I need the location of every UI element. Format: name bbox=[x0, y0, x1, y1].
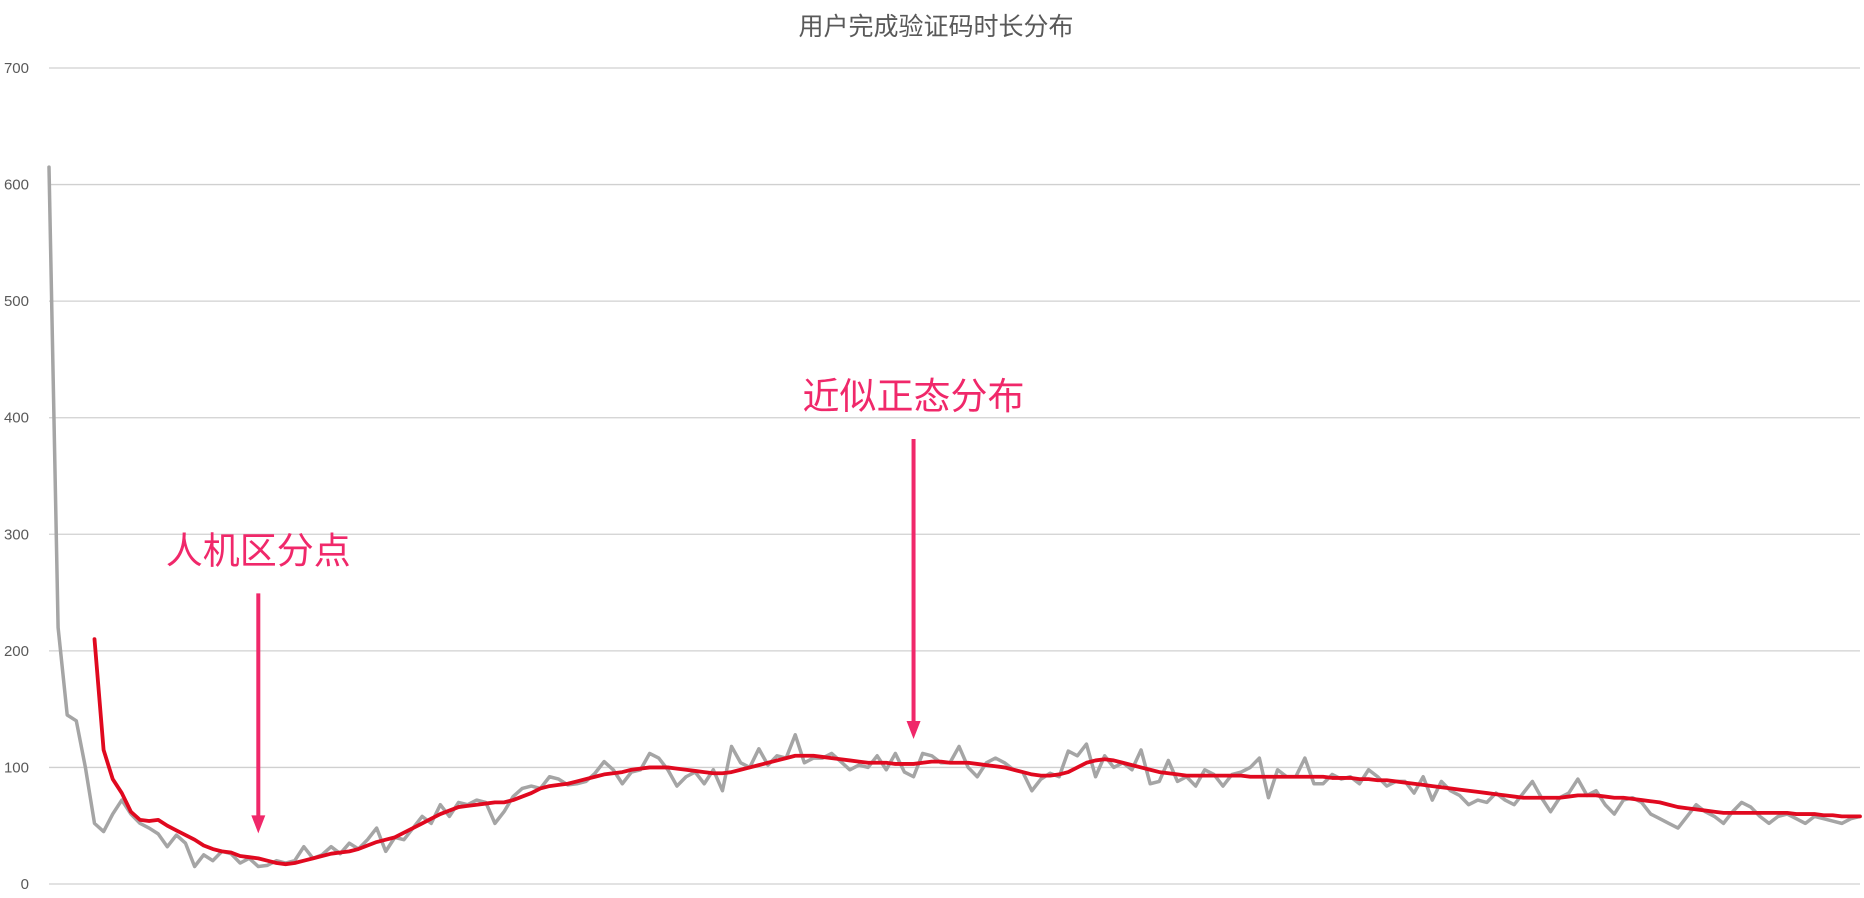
annotation-label: 近似正态分布 bbox=[803, 375, 1025, 418]
annotation-arrow bbox=[251, 593, 266, 834]
y-tick-label: 700 bbox=[4, 60, 29, 77]
series-line-2 bbox=[92, 637, 1862, 867]
y-tick-label: 0 bbox=[21, 876, 29, 893]
series-lines bbox=[47, 165, 1862, 869]
series-line-1 bbox=[47, 165, 1862, 869]
y-tick-label: 600 bbox=[4, 177, 29, 194]
chart-title: 用户完成验证码时长分布 bbox=[798, 12, 1073, 41]
y-tick-label: 200 bbox=[4, 643, 29, 660]
y-tick-label: 100 bbox=[4, 759, 29, 776]
annotation-arrow bbox=[906, 438, 921, 739]
y-tick-label: 500 bbox=[4, 293, 29, 310]
gridlines bbox=[49, 67, 1860, 885]
annotations: 人机区分点 近似正态分布 bbox=[166, 375, 1025, 834]
y-tick-label: 400 bbox=[4, 410, 29, 427]
y-tick-label: 300 bbox=[4, 526, 29, 543]
annotation-label: 人机区分点 bbox=[166, 529, 351, 572]
y-axis-tick-labels: 0 100 200 300 400 500 600 700 bbox=[4, 60, 29, 893]
